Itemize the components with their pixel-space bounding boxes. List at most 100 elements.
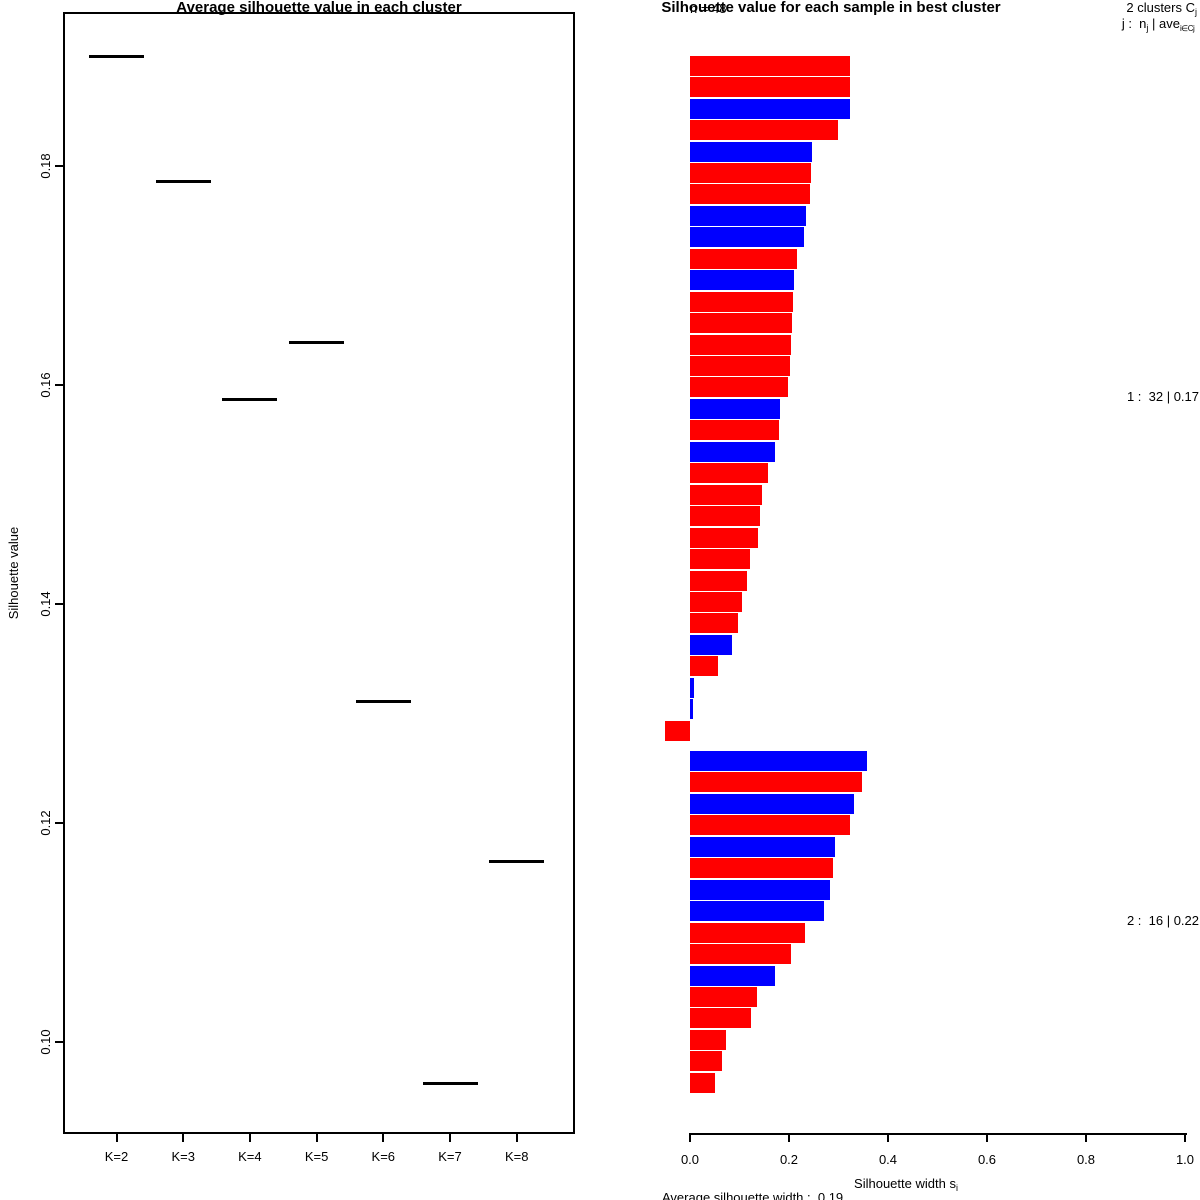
- silhouette-bar: [690, 591, 742, 612]
- y-tick-label: 0.16: [38, 372, 53, 398]
- x-axis-tick: [449, 1134, 451, 1142]
- silhouette-bar: [690, 815, 850, 836]
- x-axis-tick: [315, 1134, 318, 1142]
- silhouette-bar: [690, 858, 834, 879]
- silhouette-bar: [690, 184, 810, 205]
- silhouette-bar: [690, 751, 868, 771]
- x-tick-label: 1.0: [1175, 1152, 1195, 1167]
- y-tick-label: 0.10: [38, 1029, 53, 1055]
- x-tick-label: K=5: [304, 1149, 329, 1164]
- avg-silhouette-segment: [155, 179, 211, 183]
- cluster-count-annotation: 2 clusters Cj: [1126, 1, 1197, 19]
- silhouette-bar: [690, 677, 694, 698]
- silhouette-bar: [690, 1072, 716, 1093]
- average-width-subtitle: Average silhouette width : 0.19: [662, 1190, 844, 1200]
- silhouette-bar: [690, 291, 794, 312]
- avg-silhouette-segment: [222, 397, 278, 401]
- x-axis-tick: [689, 1134, 691, 1142]
- silhouette-bar: [690, 986, 757, 1007]
- y-axis-tick: [55, 1041, 63, 1043]
- y-axis-tick: [55, 603, 63, 605]
- silhouette-bar: [690, 793, 854, 814]
- silhouette-bar: [690, 270, 794, 291]
- silhouette-bar: [690, 656, 719, 677]
- silhouette-bar: [690, 162, 812, 183]
- cluster-count-text: 2 clusters C: [1126, 0, 1195, 15]
- silhouette-bar: [690, 248, 797, 269]
- silhouette-bar: [690, 836, 836, 857]
- x-axis-tick: [887, 1134, 889, 1142]
- y-axis-tick: [55, 822, 63, 824]
- x-axis-tick: [515, 1134, 518, 1142]
- silhouette-bar: [690, 965, 776, 986]
- x-tick-label: 0.8: [1076, 1152, 1096, 1167]
- y-tick-label: 0.12: [38, 810, 53, 836]
- silhouette-bar: [690, 634, 733, 655]
- x-tick-label: K=3: [171, 1149, 195, 1164]
- x-tick-label: 0.2: [779, 1152, 799, 1167]
- left-plot-box: [63, 12, 575, 1134]
- silhouette-bar: [690, 699, 693, 720]
- x-tick-label: K=4: [238, 1149, 262, 1164]
- silhouette-bar: [690, 420, 780, 441]
- x-axis-tick: [986, 1134, 988, 1142]
- x-tick-label: K=2: [104, 1149, 129, 1164]
- avg-silhouette-segment: [89, 55, 144, 58]
- silhouette-bar: [690, 549, 750, 570]
- cluster-count-subscript: j: [1195, 7, 1197, 17]
- silhouette-bar: [690, 506, 760, 527]
- silhouette-bar: [690, 484, 762, 505]
- silhouette-bar: [690, 879, 831, 900]
- right-x-axis-line: [689, 1133, 1187, 1135]
- silhouette-bar: [690, 570, 747, 591]
- silhouette-bar: [690, 120, 838, 141]
- silhouette-bar: [690, 377, 788, 398]
- x-tick-label: K=7: [438, 1149, 462, 1164]
- silhouette-bar: [690, 1008, 751, 1029]
- y-axis-tick: [55, 165, 63, 167]
- silhouette-bar: [690, 398, 781, 419]
- silhouette-bar: [690, 441, 776, 462]
- cluster-summary-label: 2 : 16 | 0.22: [1126, 912, 1199, 928]
- silhouette-bar: [690, 463, 768, 484]
- avg-silhouette-segment: [489, 859, 545, 863]
- x-axis-tick: [1085, 1134, 1087, 1142]
- silhouette-bar: [690, 772, 862, 793]
- silhouette-bar: [690, 1051, 723, 1072]
- x-tick-label: 0.0: [680, 1152, 700, 1167]
- silhouette-bar: [690, 227, 804, 248]
- x-tick-label: 0.4: [878, 1152, 898, 1167]
- silhouette-bar: [690, 901, 825, 922]
- x-axis-tick: [115, 1134, 118, 1142]
- avg-silhouette-segment: [422, 1082, 478, 1086]
- cluster-summary-label: 1 : 32 | 0.17: [1126, 389, 1199, 405]
- left-y-axis-label: Silhouette value: [6, 526, 21, 620]
- legend-part: | ave: [1148, 16, 1180, 31]
- x-tick-label: K=8: [504, 1149, 529, 1164]
- silhouette-bar: [690, 944, 791, 965]
- left-chart-title: Average silhouette value in each cluster: [176, 0, 462, 16]
- x-axis-tick: [182, 1134, 185, 1142]
- silhouette-bar: [690, 205, 806, 226]
- x-axis-tick: [248, 1134, 251, 1142]
- silhouette-bar: [690, 613, 738, 634]
- y-tick-label: 0.14: [38, 591, 53, 617]
- silhouette-bar: [690, 77, 850, 98]
- x-axis-label-subscript: i: [955, 1183, 958, 1193]
- legend-part: s: [1194, 16, 1200, 31]
- y-axis-tick: [55, 384, 63, 386]
- legend-subscript: i∈Cj: [1179, 24, 1195, 33]
- avg-silhouette-segment: [289, 340, 345, 344]
- silhouette-bar: [690, 55, 851, 76]
- x-axis-label-text: Silhouette width s: [854, 1176, 956, 1191]
- silhouette-bar: [690, 141, 812, 162]
- legend-part: j : n: [1121, 16, 1147, 31]
- x-tick-label: K=6: [371, 1149, 396, 1164]
- silhouette-bar: [690, 356, 790, 376]
- right-chart-title: Silhouette value for each sample in best…: [661, 0, 1001, 16]
- legend-subscript: j: [1146, 23, 1149, 33]
- x-tick-label: 0.6: [977, 1152, 997, 1167]
- silhouette-bar: [690, 98, 850, 119]
- silhouette-bar: [690, 922, 805, 943]
- x-axis-tick: [382, 1134, 385, 1142]
